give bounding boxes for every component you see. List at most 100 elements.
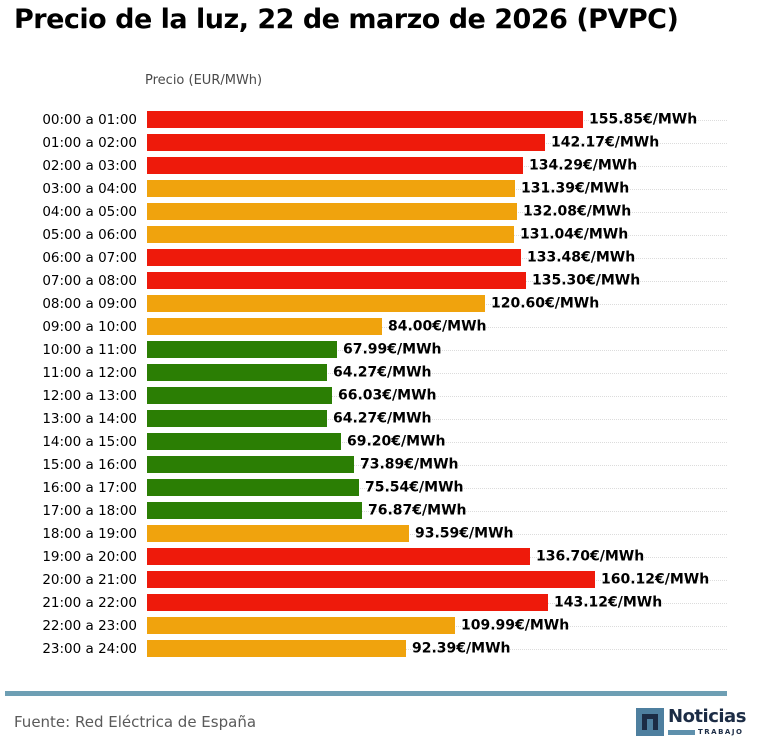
category-label: 23:00 a 24:00	[42, 640, 137, 657]
bar-track: 131.39€/MWh	[147, 177, 727, 200]
logo-underline-bar	[668, 729, 695, 735]
category-label: 06:00 a 07:00	[42, 249, 137, 266]
price-bar	[147, 180, 515, 197]
category-label: 11:00 a 12:00	[42, 364, 137, 381]
value-label: 142.17€/MWh	[551, 134, 660, 151]
category-label: 07:00 a 08:00	[42, 272, 137, 289]
chart-row: 10:00 a 11:00 67.99€/MWh	[0, 338, 758, 361]
bar-track: 67.99€/MWh	[147, 338, 727, 361]
category-label: 14:00 a 15:00	[42, 433, 137, 450]
logo-text: Noticias TRABAJO	[668, 708, 746, 736]
chart-row: 12:00 a 13:00 66.03€/MWh	[0, 384, 758, 407]
chart-row: 14:00 a 15:00 69.20€/MWh	[0, 430, 758, 453]
chart-row: 19:00 a 20:00 136.70€/MWh	[0, 545, 758, 568]
category-label: 00:00 a 01:00	[42, 111, 137, 128]
chart-row: 20:00 a 21:00 160.12€/MWh	[0, 568, 758, 591]
value-label: 134.29€/MWh	[529, 157, 638, 174]
category-label: 21:00 a 22:00	[42, 594, 137, 611]
bar-track: 136.70€/MWh	[147, 545, 727, 568]
gridline	[147, 510, 727, 512]
gridline	[147, 648, 727, 650]
bar-track: 120.60€/MWh	[147, 292, 727, 315]
footer-divider	[5, 691, 727, 696]
price-bar	[147, 479, 359, 496]
price-bar	[147, 410, 327, 427]
bar-track: 134.29€/MWh	[147, 154, 727, 177]
price-bar	[147, 617, 455, 634]
gridline	[147, 395, 727, 397]
logo-brand-text: Noticias	[668, 706, 746, 727]
price-bar	[147, 157, 523, 174]
category-label: 08:00 a 09:00	[42, 295, 137, 312]
source-attribution: Fuente: Red Eléctrica de España	[14, 713, 257, 731]
price-bar	[147, 111, 583, 128]
price-bar	[147, 364, 327, 381]
bar-chart: 00:00 a 01:00 155.85€/MWh 01:00 a 02:00 142…	[0, 108, 758, 660]
x-axis-label: Precio (EUR/MWh)	[145, 73, 263, 88]
bar-track: 75.54€/MWh	[147, 476, 727, 499]
bar-track: 92.39€/MWh	[147, 637, 727, 660]
value-label: 131.04€/MWh	[520, 226, 629, 243]
gridline	[147, 487, 727, 489]
bar-track: 135.30€/MWh	[147, 269, 727, 292]
logo-sub-text: TRABAJO	[698, 728, 744, 736]
price-bar	[147, 249, 521, 266]
gridline	[147, 326, 727, 328]
value-label: 135.30€/MWh	[532, 272, 641, 289]
chart-row: 15:00 a 16:00 73.89€/MWh	[0, 453, 758, 476]
logo-n-glyph	[642, 714, 658, 730]
category-label: 04:00 a 05:00	[42, 203, 137, 220]
value-label: 160.12€/MWh	[601, 571, 710, 588]
chart-row: 21:00 a 22:00 143.12€/MWh	[0, 591, 758, 614]
value-label: 64.27€/MWh	[333, 410, 432, 427]
value-label: 109.99€/MWh	[461, 617, 570, 634]
chart-row: 13:00 a 14:00 64.27€/MWh	[0, 407, 758, 430]
bar-track: 131.04€/MWh	[147, 223, 727, 246]
chart-row: 03:00 a 04:00 131.39€/MWh	[0, 177, 758, 200]
value-label: 64.27€/MWh	[333, 364, 432, 381]
price-bar	[147, 341, 337, 358]
chart-row: 08:00 a 09:00 120.60€/MWh	[0, 292, 758, 315]
value-label: 131.39€/MWh	[521, 180, 630, 197]
category-label: 10:00 a 11:00	[42, 341, 137, 358]
gridline	[147, 418, 727, 420]
chart-row: 06:00 a 07:00 133.48€/MWh	[0, 246, 758, 269]
bar-track: 143.12€/MWh	[147, 591, 727, 614]
chart-row: 09:00 a 10:00 84.00€/MWh	[0, 315, 758, 338]
price-bar	[147, 272, 526, 289]
category-label: 17:00 a 18:00	[42, 502, 137, 519]
price-bar	[147, 594, 548, 611]
price-bar	[147, 502, 362, 519]
bar-track: 76.87€/MWh	[147, 499, 727, 522]
price-bar	[147, 525, 409, 542]
chart-title: Precio de la luz, 22 de marzo de 2026 (P…	[14, 4, 679, 35]
price-bar	[147, 571, 595, 588]
category-label: 15:00 a 16:00	[42, 456, 137, 473]
category-label: 01:00 a 02:00	[42, 134, 137, 151]
gridline	[147, 349, 727, 351]
chart-row: 01:00 a 02:00 142.17€/MWh	[0, 131, 758, 154]
value-label: 143.12€/MWh	[554, 594, 663, 611]
chart-row: 02:00 a 03:00 134.29€/MWh	[0, 154, 758, 177]
value-label: 76.87€/MWh	[368, 502, 467, 519]
category-label: 09:00 a 10:00	[42, 318, 137, 335]
value-label: 84.00€/MWh	[388, 318, 487, 335]
chart-row: 07:00 a 08:00 135.30€/MWh	[0, 269, 758, 292]
gridline	[147, 464, 727, 466]
category-label: 13:00 a 14:00	[42, 410, 137, 427]
value-label: 133.48€/MWh	[527, 249, 636, 266]
price-bar	[147, 203, 517, 220]
price-bar	[147, 548, 530, 565]
value-label: 120.60€/MWh	[491, 295, 600, 312]
price-bar	[147, 318, 382, 335]
bar-track: 132.08€/MWh	[147, 200, 727, 223]
value-label: 66.03€/MWh	[338, 387, 437, 404]
chart-row: 00:00 a 01:00 155.85€/MWh	[0, 108, 758, 131]
price-bar	[147, 433, 341, 450]
category-label: 02:00 a 03:00	[42, 157, 137, 174]
bar-track: 133.48€/MWh	[147, 246, 727, 269]
category-label: 19:00 a 20:00	[42, 548, 137, 565]
value-label: 132.08€/MWh	[523, 203, 632, 220]
value-label: 67.99€/MWh	[343, 341, 442, 358]
